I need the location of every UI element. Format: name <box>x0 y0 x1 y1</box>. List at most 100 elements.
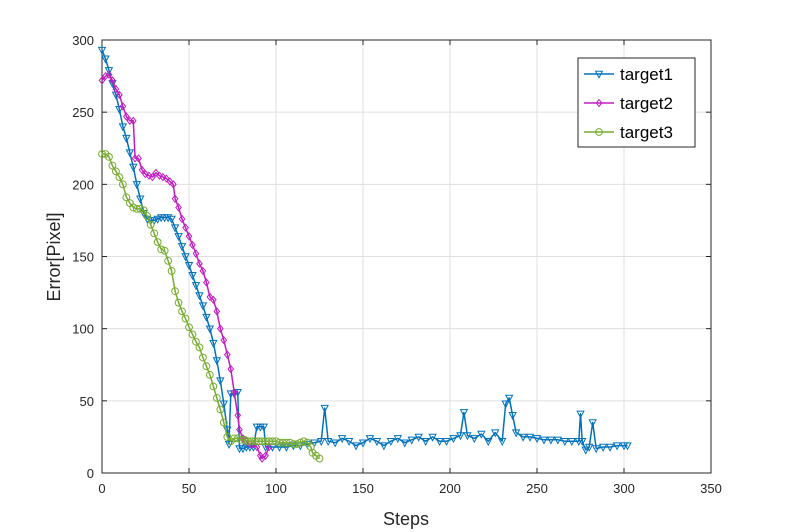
target3-point <box>136 204 145 213</box>
y-tick-label: 200 <box>72 177 94 192</box>
target1-point <box>153 215 162 224</box>
target1-point <box>435 438 444 447</box>
target2-point <box>185 232 193 241</box>
target1-point <box>504 394 514 403</box>
target2-point <box>145 171 153 180</box>
target1-point <box>421 438 430 447</box>
target1-point <box>576 410 585 419</box>
target1-legend-marker <box>594 70 604 79</box>
target1-point <box>584 443 594 452</box>
target3-point <box>139 206 148 215</box>
target1-point <box>97 46 107 55</box>
target3-legend-marker <box>595 128 603 136</box>
target1-point <box>491 429 500 438</box>
target1-point <box>414 433 423 442</box>
legend: target1 target2 target3 <box>577 57 696 148</box>
x-tick-label: 250 <box>526 481 548 496</box>
target1-point <box>372 438 382 447</box>
target3-line <box>102 153 320 460</box>
target1-point <box>202 313 211 322</box>
target2-point <box>223 350 231 359</box>
target1-point <box>219 400 229 409</box>
target1-point <box>344 438 354 447</box>
x-tick-label: 150 <box>352 481 374 496</box>
target2-series <box>98 70 273 463</box>
target2-legend-marker <box>595 98 603 108</box>
target2-point <box>98 76 106 85</box>
y-axis-title: Error[Pixel] <box>44 212 64 301</box>
target1-point <box>553 436 563 445</box>
target3-point <box>299 437 308 446</box>
target1-point <box>456 432 465 441</box>
target1-point <box>330 439 340 448</box>
target2-point <box>209 295 217 305</box>
target3-point <box>108 161 117 170</box>
x-tick-label: 200 <box>439 481 461 496</box>
target1-point <box>259 423 269 432</box>
target2-point <box>236 425 243 434</box>
series-layer <box>97 46 632 463</box>
target2-point <box>163 174 170 183</box>
target3-point <box>157 245 166 254</box>
target1-point <box>317 438 326 447</box>
target1-point <box>449 435 458 444</box>
target1-point <box>560 438 570 447</box>
target3-point <box>105 153 113 161</box>
target1-point <box>463 432 472 441</box>
target2-point <box>213 307 221 316</box>
target1-point <box>149 217 159 226</box>
target1-point <box>567 438 577 447</box>
target3-point <box>219 418 228 427</box>
target1-point <box>358 439 368 448</box>
target3-point <box>209 382 218 391</box>
target1-point <box>365 435 375 444</box>
target1-point <box>125 149 135 158</box>
target1-point <box>546 436 556 445</box>
target2-point <box>142 170 149 179</box>
target1-point <box>386 438 396 447</box>
target2-point <box>135 154 142 163</box>
target2-point <box>129 116 137 126</box>
target3-legend-label: target3 <box>620 123 673 142</box>
target1-point <box>184 261 194 270</box>
target2-point <box>138 165 146 175</box>
target1-point <box>539 436 549 445</box>
target1-point <box>428 433 437 442</box>
target3-point <box>98 150 106 158</box>
target3-point <box>181 314 190 323</box>
target1-point <box>122 134 131 143</box>
target3-point <box>202 362 211 371</box>
target2-point <box>169 180 177 189</box>
target3-series <box>98 150 324 463</box>
target2-point <box>203 278 210 287</box>
target3-point <box>174 298 183 307</box>
target1-point <box>238 445 248 454</box>
target1-point <box>198 302 208 311</box>
target2-legend-label: target2 <box>620 94 673 113</box>
target1-point <box>588 419 597 428</box>
target2-point <box>253 442 261 452</box>
target2-point <box>227 364 235 374</box>
target2-point <box>105 70 113 79</box>
target1-point <box>163 214 173 223</box>
target3-point <box>160 246 169 255</box>
y-tick-label: 300 <box>72 33 94 48</box>
target3-point <box>216 405 225 414</box>
target1-point <box>459 409 469 418</box>
x-tick-label: 300 <box>613 481 635 496</box>
target3-point <box>306 443 315 451</box>
target2-point <box>171 194 179 203</box>
target3-point <box>150 229 159 238</box>
target1-point <box>320 404 329 413</box>
target2-point <box>175 203 182 212</box>
target3-point <box>195 343 204 352</box>
target2-point <box>122 112 130 121</box>
target1-point <box>407 436 416 445</box>
target3-point <box>167 267 176 275</box>
target1-point <box>511 429 521 438</box>
target3-point <box>205 370 214 379</box>
target1-point <box>612 442 622 451</box>
target1-point <box>195 292 204 301</box>
target3-point <box>115 173 124 182</box>
